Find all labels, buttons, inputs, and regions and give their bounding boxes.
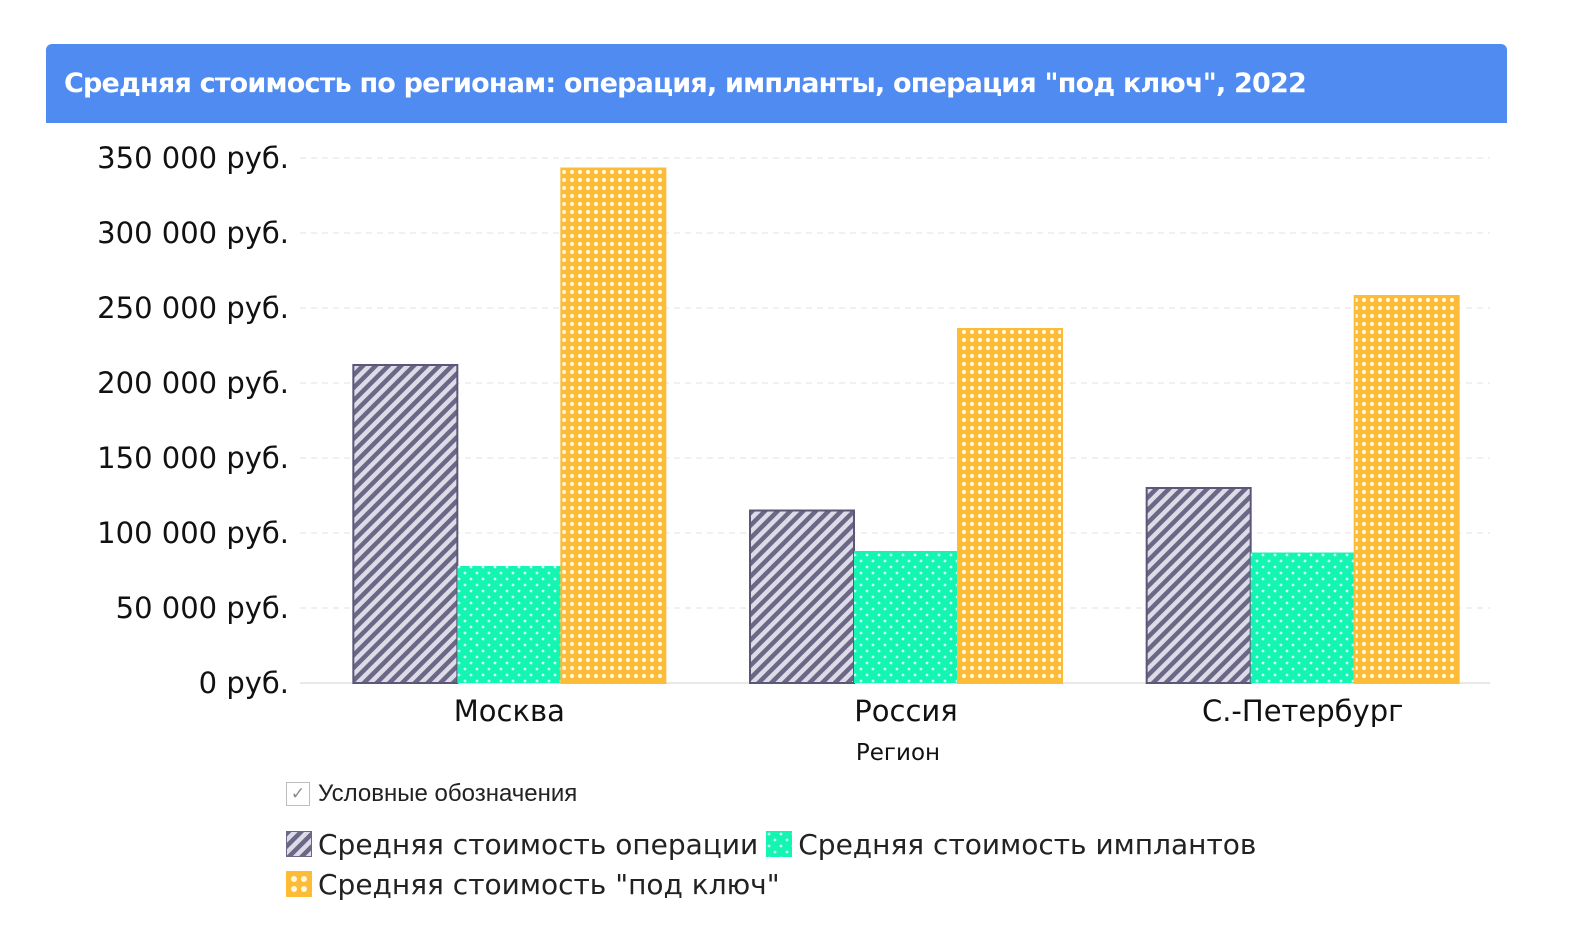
legend-toggle-label: Условные обозначения	[318, 780, 578, 807]
legend-label-operation: Средняя стоимость операции	[318, 827, 759, 861]
legend-toggle-checkbox[interactable]: ✓	[286, 782, 310, 806]
chart-title: Средняя стоимость по регионам: операция,…	[64, 68, 1307, 99]
x-axis-label: Регион	[856, 740, 940, 766]
y-tick-label: 150 000 руб.	[97, 441, 289, 475]
legend-item-implants[interactable]: Средняя стоимость имплантов	[766, 828, 1256, 861]
bar-grid-dots-2[interactable]	[1353, 295, 1460, 684]
y-tick-label: 0 руб.	[199, 666, 289, 700]
y-tick-label: 50 000 руб.	[116, 591, 289, 625]
grid-swatch-icon	[286, 871, 312, 897]
legend-toggle[interactable]: ✓ Условные обозначения	[286, 780, 577, 808]
bar-dots-1[interactable]	[854, 551, 958, 683]
grid-lines	[300, 157, 1490, 684]
x-tick-label: Россия	[854, 694, 957, 728]
bar-dots-0[interactable]	[457, 566, 562, 683]
y-axis: 0 руб. 50 000 руб. 100 000 руб. 150 000 руб…	[97, 141, 289, 700]
bar-diagonal-hatch-2[interactable]	[1145, 487, 1252, 684]
y-tick-label: 100 000 руб.	[97, 516, 289, 550]
chart-legend: Средняя стоимость операции Средняя стоим…	[286, 824, 1386, 904]
legend-label-implants: Средняя стоимость имплантов	[798, 827, 1257, 861]
bars	[352, 167, 1460, 684]
x-axis: Москва Россия С.-Петербург	[454, 694, 1404, 728]
legend-item-turnkey[interactable]: Средняя стоимость "под ключ"	[286, 868, 780, 901]
legend-label-turnkey: Средняя стоимость "под ключ"	[318, 867, 780, 901]
y-tick-label: 350 000 руб.	[97, 141, 289, 175]
y-tick-label: 250 000 руб.	[97, 291, 289, 325]
bar-dots-2[interactable]	[1250, 552, 1355, 684]
hatch-swatch-icon	[286, 831, 312, 857]
y-tick-label: 200 000 руб.	[97, 366, 289, 400]
y-tick-label: 300 000 руб.	[97, 216, 289, 250]
legend-item-operation[interactable]: Средняя стоимость операции	[286, 828, 758, 861]
chart-header: Средняя стоимость по регионам: операция,…	[46, 44, 1507, 123]
x-tick-label: С.-Петербург	[1202, 694, 1403, 728]
bar-diagonal-hatch-0[interactable]	[352, 364, 459, 684]
x-tick-label: Москва	[454, 694, 565, 728]
dots-swatch-icon	[766, 831, 793, 857]
bar-grid-dots-0[interactable]	[560, 167, 667, 684]
bar-grid-dots-1[interactable]	[957, 328, 1063, 684]
bar-diagonal-hatch-1[interactable]	[749, 509, 855, 684]
